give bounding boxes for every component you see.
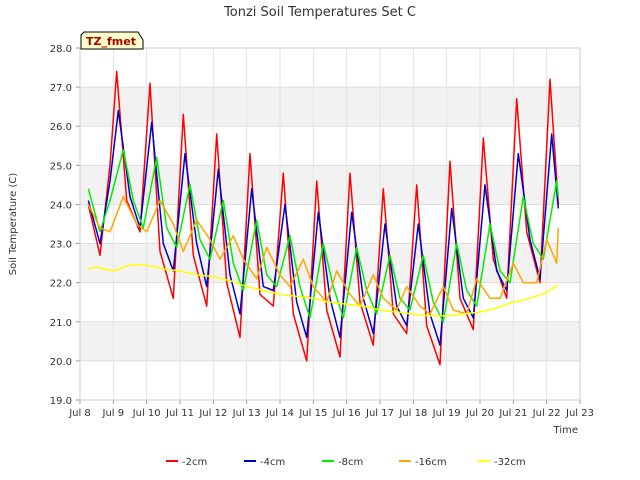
legend-label: -16cm [415, 457, 447, 468]
x-tick-label: Jul 21 [498, 408, 527, 419]
legend-label: -2cm [182, 457, 207, 468]
x-tick-label: Jul 17 [365, 408, 394, 419]
x-tick-label: Jul 13 [232, 408, 261, 419]
x-tick-label: Jul 16 [332, 408, 361, 419]
series-line-minus-2cm [87, 70, 560, 366]
x-tick-label: Jul 12 [198, 408, 227, 419]
x-tick-label: Jul 18 [398, 408, 427, 419]
y-tick-label: 23.0 [50, 240, 72, 251]
y-tick-label: 28.0 [50, 44, 72, 55]
plot-background [80, 48, 580, 400]
legend-label: -32cm [494, 457, 526, 468]
x-tick-label: Jul 8 [68, 408, 91, 419]
annotation-label: TZ_fmet [86, 35, 136, 48]
x-tick-label: Jul 20 [465, 408, 494, 419]
series-lines [87, 70, 560, 366]
x-tick-label: Jul 11 [165, 408, 194, 419]
legend: -2cm -4cm -8cm -16cm -32cm [166, 457, 526, 468]
x-tick-label: Jul 15 [298, 408, 327, 419]
x-axis: Jul 8 Jul 9 Jul 10 Jul 11 Jul 12 Jul 13 Jul 14… [68, 400, 594, 419]
y-axis: 19.0 20.0 21.0 22.0 23.0 24.0 25.0 26.0 27.0 28.0 [50, 44, 80, 407]
y-tick-label: 27.0 [50, 83, 72, 94]
chart-title: Tonzi Soil Temperatures Set C [223, 5, 416, 20]
series-line-minus-32cm [88, 264, 559, 317]
x-tick-label: Jul 10 [132, 408, 161, 419]
legend-label: -8cm [338, 457, 363, 468]
x-tick-label: Jul 14 [265, 408, 294, 419]
y-tick-label: 19.0 [50, 396, 72, 407]
y-tick-label: 20.0 [50, 357, 72, 368]
y-tick-label: 22.0 [50, 279, 72, 290]
annotation-box: TZ_fmet [80, 31, 144, 50]
x-tick-label: Jul 22 [532, 408, 561, 419]
x-tick-label: Jul 23 [565, 408, 594, 419]
y-axis-label: Soil Temperature (C) [8, 173, 19, 276]
x-tick-label: Jul 9 [102, 408, 125, 419]
series-line-minus-16cm [87, 195, 560, 315]
x-axis-label: Time [553, 425, 578, 436]
annotation-shape [80, 31, 144, 50]
y-tick-label: 21.0 [50, 318, 72, 329]
grid-band [80, 165, 580, 205]
grid-band [80, 87, 580, 127]
series-line-minus-4cm [87, 109, 560, 346]
y-tick-label: 25.0 [50, 161, 72, 172]
plot-frame [79, 47, 581, 401]
y-tick-label: 24.0 [50, 200, 72, 211]
x-tick-label: Jul 19 [432, 408, 461, 419]
grid-band [80, 321, 580, 361]
series-line-minus-8cm [87, 148, 560, 323]
legend-label: -4cm [260, 457, 285, 468]
y-tick-label: 26.0 [50, 122, 72, 133]
